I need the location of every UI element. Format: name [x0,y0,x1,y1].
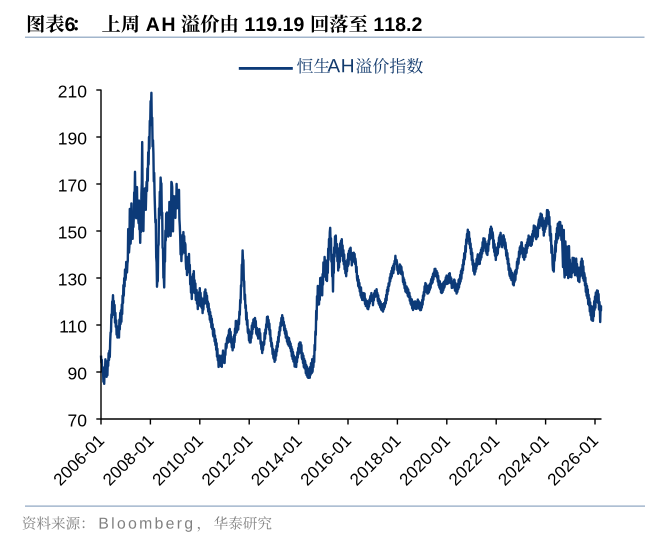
svg-text:2010-01: 2010-01 [149,431,208,490]
svg-text:2008-01: 2008-01 [99,431,158,490]
svg-text:170: 170 [58,176,87,196]
svg-text:2020-01: 2020-01 [396,431,455,490]
svg-text:90: 90 [68,364,88,384]
svg-text:2026-01: 2026-01 [544,431,603,490]
svg-text:110: 110 [59,317,87,337]
svg-text:2014-01: 2014-01 [247,431,306,490]
svg-text:2022-01: 2022-01 [445,431,504,490]
svg-text:2012-01: 2012-01 [198,431,257,490]
svg-text:70: 70 [68,411,88,431]
svg-text:210: 210 [58,82,87,102]
svg-text:2006-01: 2006-01 [50,431,109,490]
svg-text:150: 150 [58,223,87,243]
svg-text:2018-01: 2018-01 [346,431,405,490]
svg-text:2024-01: 2024-01 [494,431,553,490]
svg-text:130: 130 [58,270,87,290]
svg-text:2016-01: 2016-01 [297,431,356,490]
svg-text:190: 190 [58,129,87,149]
